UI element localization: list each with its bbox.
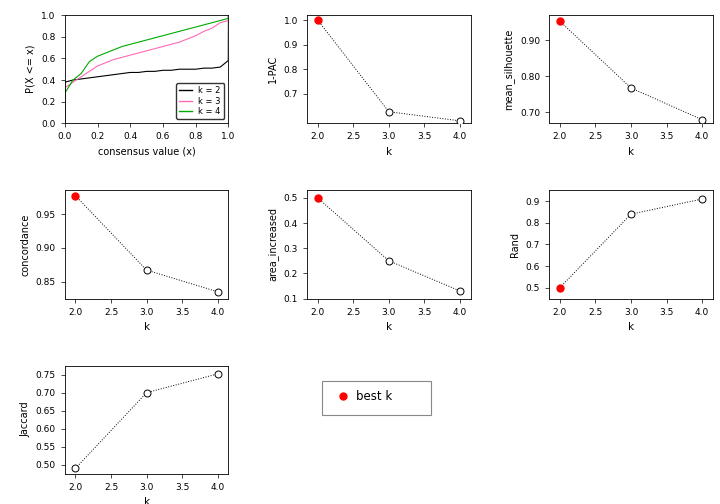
X-axis label: k: k	[386, 322, 392, 332]
X-axis label: k: k	[143, 322, 150, 332]
X-axis label: consensus value (x): consensus value (x)	[98, 147, 196, 157]
Y-axis label: 1-PAC: 1-PAC	[268, 55, 278, 83]
X-axis label: k: k	[628, 147, 634, 157]
Text: best k: best k	[356, 390, 392, 403]
Y-axis label: mean_silhouette: mean_silhouette	[503, 29, 515, 110]
Y-axis label: concordance: concordance	[20, 213, 30, 276]
FancyBboxPatch shape	[322, 381, 431, 415]
X-axis label: k: k	[143, 497, 150, 504]
Y-axis label: P(X <= x): P(X <= x)	[26, 45, 36, 93]
Legend: k = 2, k = 3, k = 4: k = 2, k = 3, k = 4	[176, 83, 224, 119]
Y-axis label: Rand: Rand	[510, 232, 521, 257]
X-axis label: k: k	[386, 147, 392, 157]
X-axis label: k: k	[628, 322, 634, 332]
Y-axis label: Jaccard: Jaccard	[20, 402, 30, 437]
Y-axis label: area_increased: area_increased	[267, 208, 278, 281]
